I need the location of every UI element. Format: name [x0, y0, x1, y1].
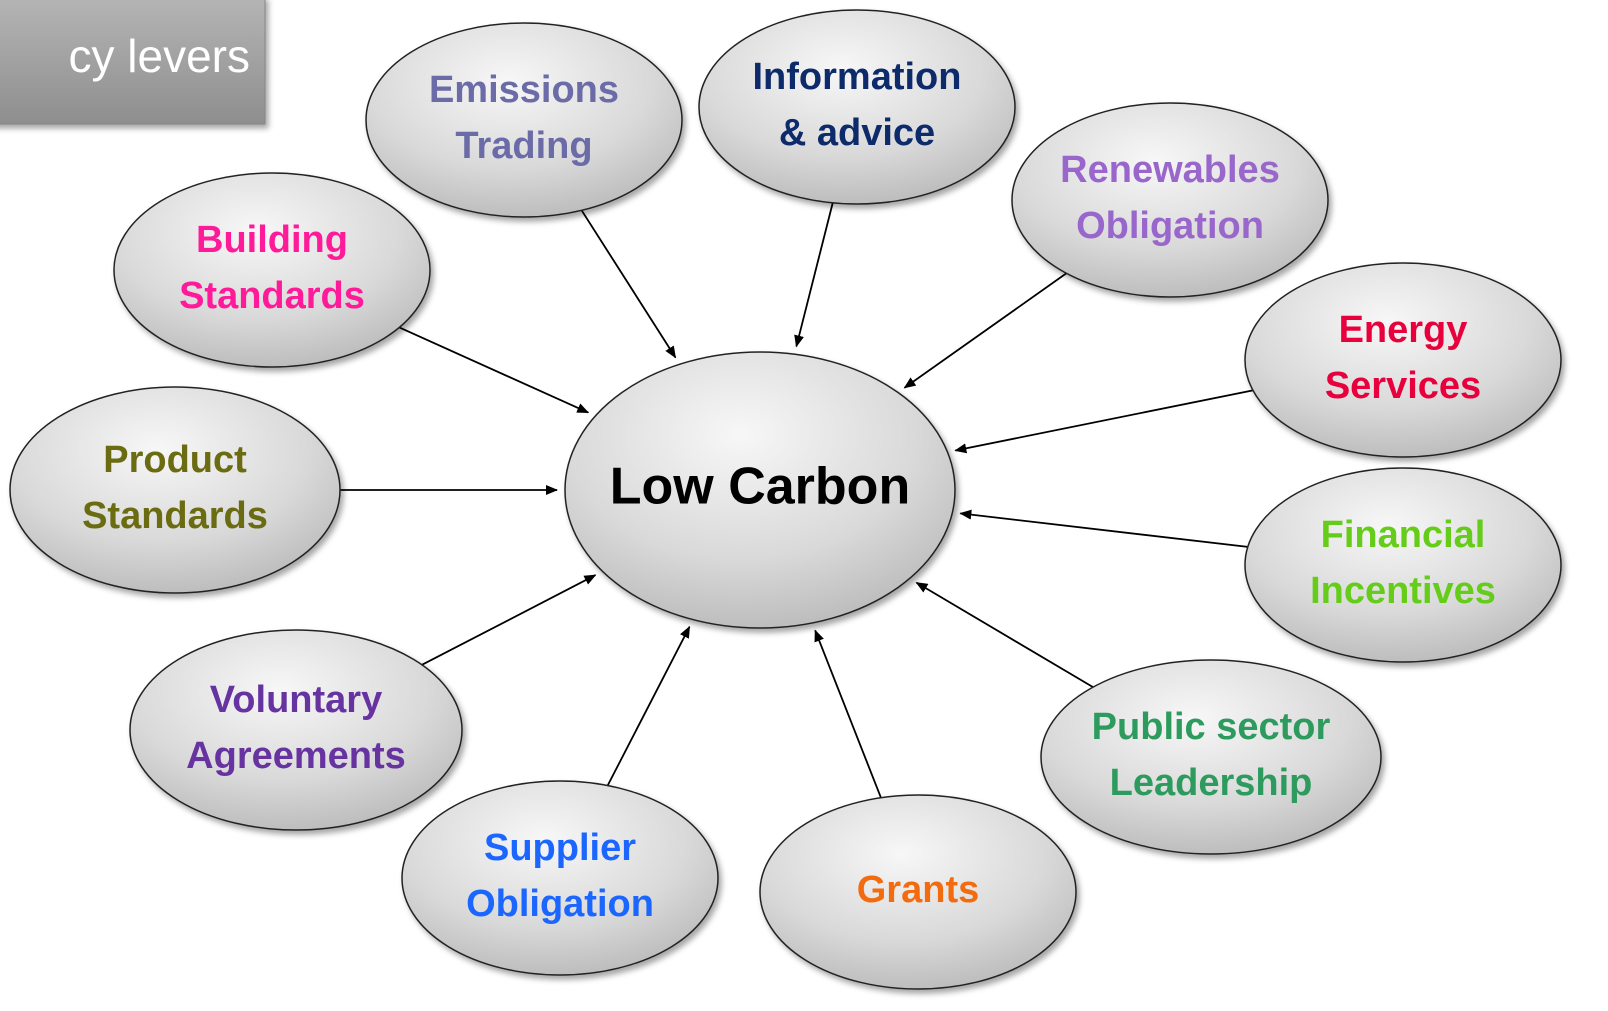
node-label: Leadership: [1110, 762, 1313, 804]
node: [365, 22, 683, 218]
node: [1244, 262, 1562, 458]
node-label: Grants: [857, 869, 979, 911]
node-label: Building: [196, 219, 348, 261]
arrow: [814, 629, 882, 799]
node: [9, 386, 341, 594]
title: cy levers: [69, 30, 250, 82]
node: [1040, 659, 1382, 855]
arrow: [580, 209, 677, 359]
node-label: Voluntary: [210, 679, 382, 721]
node-label: Obligation: [466, 883, 654, 925]
node: [113, 172, 431, 368]
arrow: [915, 581, 1094, 688]
node-label: Incentives: [1310, 570, 1496, 612]
node-label: Services: [1325, 365, 1481, 407]
node-label: & advice: [779, 112, 935, 154]
title-box: [0, 0, 266, 125]
node-label: Renewables: [1060, 149, 1280, 191]
arrow: [794, 202, 834, 348]
node: [1244, 467, 1562, 663]
node-label: Obligation: [1076, 205, 1264, 247]
node: [1011, 102, 1329, 298]
node-label: Emissions: [429, 69, 619, 111]
arrow: [954, 389, 1254, 454]
node-label: Product: [103, 439, 247, 481]
arrow: [606, 625, 691, 786]
arrow: [903, 272, 1067, 389]
arrow: [959, 509, 1248, 548]
node-label: Standards: [82, 495, 268, 537]
node-label: Information: [753, 56, 962, 98]
node: [698, 9, 1016, 205]
node-label: Supplier: [484, 827, 636, 869]
node: [401, 780, 719, 976]
arrow: [398, 326, 590, 414]
node-label: Trading: [455, 125, 592, 167]
node-label: Agreements: [186, 735, 406, 777]
center-label: Low Carbon: [610, 458, 910, 516]
node-label: Standards: [179, 275, 365, 317]
node: [129, 629, 463, 831]
node-label: Financial: [1321, 514, 1486, 556]
arrow: [421, 574, 597, 666]
center-node: [564, 351, 956, 629]
node-label: Energy: [1339, 309, 1468, 351]
node-label: Public sector: [1092, 706, 1331, 748]
node: [759, 794, 1077, 990]
